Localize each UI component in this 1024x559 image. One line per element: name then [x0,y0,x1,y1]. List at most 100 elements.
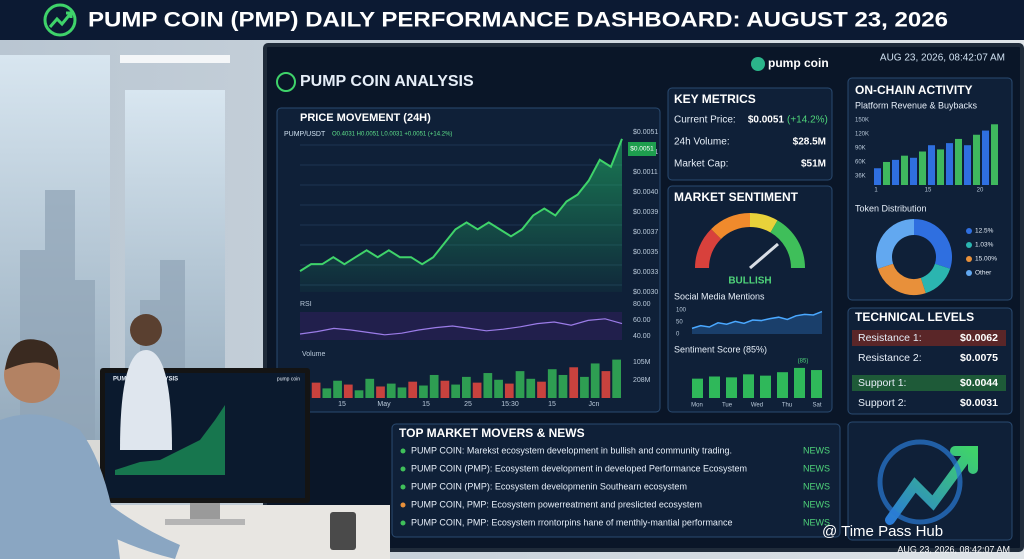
level-value: $0.0044 [960,377,998,389]
score-bar [692,378,703,398]
volume-bar [580,376,589,398]
rsi-band [300,312,622,340]
revenue-x-label: 15 [925,188,932,194]
news-tag: NEWS [803,463,830,473]
volume-bar [472,382,482,398]
y-tick-label: $0.0037 [633,229,658,236]
big-logo-ring [877,439,963,525]
brand-icon [751,57,765,71]
volume-bar [612,359,621,398]
y-tick-label: $0.0030 [633,289,658,296]
panel-title: KEY METRICS [674,92,756,106]
revenue-bar [892,159,899,185]
x-tick-label: 25 [464,401,472,408]
timestamp: AUG 23, 2026, 08:42:07 AM [880,53,1005,64]
revenue-tick-label: 60K [855,160,866,166]
footer-timestamp: AUG 23, 2026, 08:42:07 AM [897,544,1010,554]
legend-swatch [966,228,972,234]
revenue-tick-label: 90K [855,146,866,152]
legend-swatch [966,256,972,262]
metric-label: 24h Volume: [674,137,730,148]
news-bullet [400,520,406,526]
metric-value: $51M [801,159,826,170]
panel-title: TOP MARKET MOVERS & NEWS [399,426,585,440]
legend-swatch [966,270,972,276]
revenue-bar [973,134,980,185]
y-tick-label: $0.0033 [633,269,658,276]
x-tick-label: 15 [548,401,556,408]
revenue-tick-label: 36K [855,174,866,180]
social-title: Social Media Mentions [674,291,765,301]
score-tag: (85) [798,359,809,365]
news-bullet [400,502,406,508]
ohlc: O0.4031 H0.0051 L0.0031 +0.0051 (+14.2%) [332,132,452,138]
social-line [691,310,823,330]
monitor-brand: pump coin [277,376,300,382]
social-area [692,311,822,334]
volume-bar [440,380,450,398]
level-value: $0.0031 [960,397,998,409]
news-bullet [400,448,406,454]
revenue-tick-label: 120K [855,132,869,138]
revenue-tick-label: 150K [855,118,869,124]
x-tick-label: 15 [422,401,430,408]
news-tag: NEWS [803,445,830,455]
volume-bar [547,369,557,398]
person-back-head [130,314,162,346]
social-tick-label: 50 [676,320,683,326]
revenue-bar [901,155,908,185]
row-highlight [852,330,1006,346]
brand: pump coin [768,56,829,70]
revenue-x-label: 20 [977,188,984,194]
pen-cup [330,512,356,550]
score-bar [743,374,754,398]
donut-slice [876,219,915,269]
legend-label: Other [975,270,992,277]
score-bar [777,372,788,398]
rsi-tick-label: 80.00 [633,301,651,308]
revenue-bar [937,149,944,185]
gauge-label: BULLISH [728,276,771,287]
x-tick-label: Jcn [589,401,600,408]
rsi-tick-label: 60.00 [633,317,651,324]
volume-tick-label: 105M [633,359,651,366]
volume-bar [494,379,503,398]
watermark: @ Time Pass Hub [822,523,943,540]
level-label: Support 1: [858,377,906,389]
legend-label: 12.5% [975,228,994,235]
y-tick-label: $0.0011 [633,169,658,176]
volume-bar [515,371,525,398]
social-tick-label: 100 [676,308,687,314]
news-text: PUMP COIN, PMP: Ecosystem powerreatment … [411,499,702,509]
screen-title: PUMP COIN ANALYSIS [300,73,474,90]
day-label: Wed [751,403,763,409]
price-tag: $0.0051 [630,146,654,153]
panel-title: ON-CHAIN ACTIVITY [855,83,973,97]
volume-bar [590,363,600,398]
news-text: PUMP COIN: Marekst ecosystem development… [411,445,732,455]
news-tag: NEWS [803,499,830,509]
volume-bar [365,378,375,398]
y-tick-label: $0.0040 [633,189,658,196]
volume-bar [569,367,579,398]
news-text: PUMP COIN (PMP): Ecosystem developmenin … [411,481,687,491]
volume-bar [504,383,514,398]
person-arm [55,470,180,559]
gauge-segment [711,213,751,240]
panel [667,87,833,181]
revenue-bar [874,168,881,185]
panel [391,423,841,538]
score-bar [794,367,805,398]
revenue-bar [991,124,998,185]
volume-bar [451,384,460,398]
gauge-needle [749,242,779,270]
day-label: Sat [812,403,821,409]
revenue-bar [964,145,971,185]
volume-bar [526,378,536,398]
news-tag: NEWS [803,517,830,527]
page-title: PUMP COIN (PMP) DAILY PERFORMANCE DASHBO… [88,9,948,32]
revenue-bar [955,138,962,185]
volume-bar [376,386,385,398]
panel-title: MARKET SENTIMENT [674,190,799,204]
